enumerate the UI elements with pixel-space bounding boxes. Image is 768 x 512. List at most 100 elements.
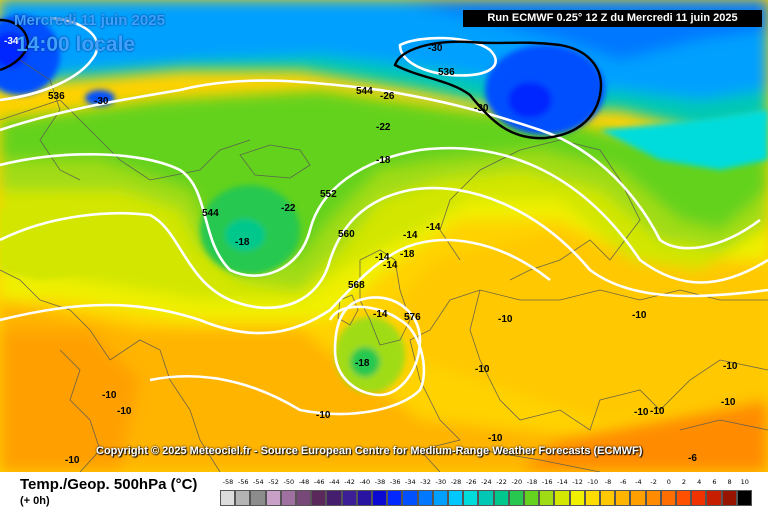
highlighted-contours: [0, 18, 603, 140]
temperature-label: -30: [428, 43, 443, 54]
legend-tick-label: -24: [481, 478, 492, 486]
geopotential-label: 536: [438, 67, 455, 78]
legend-tick-label: -54: [253, 478, 264, 486]
legend-swatch: [311, 490, 327, 506]
temperature-label: -18: [400, 249, 415, 260]
legend-tick-label: 10: [740, 478, 749, 486]
legend-swatch: [478, 490, 494, 506]
geopotential-label: 552: [320, 189, 337, 200]
legend-swatch: [387, 490, 403, 506]
legend-swatch: [280, 490, 296, 506]
model-run-banner: Run ECMWF 0.25° 12 Z du Mercredi 11 juin…: [463, 10, 762, 27]
legend-swatch: [341, 490, 357, 506]
legend-swatch: [691, 490, 707, 506]
legend-tick-label: -34: [405, 478, 416, 486]
temperature-label: -30: [94, 96, 109, 107]
temperature-label: -10: [488, 433, 503, 444]
forecast-date: Mercredi 11 juin 2025: [14, 12, 165, 29]
legend-tick-label: -36: [389, 478, 401, 486]
legend-tick-label: -4: [635, 478, 642, 486]
legend-swatch: [372, 490, 388, 506]
legend-swatch: [235, 490, 251, 506]
legend-tick-label: 6: [712, 478, 717, 486]
geopotential-label: 536: [48, 91, 65, 102]
temperature-label: -18: [355, 358, 370, 369]
legend-swatch: [493, 490, 509, 506]
legend-swatch: [600, 490, 616, 506]
legend-swatch: [508, 490, 524, 506]
temperature-label: -10: [634, 407, 649, 418]
legend-tick-label: -2: [650, 478, 657, 486]
coastlines: [0, 59, 768, 472]
legend-swatch: [569, 490, 585, 506]
legend-tick-label: 4: [697, 478, 702, 486]
temperature-label: -18: [235, 237, 250, 248]
legend-tick-label: -6: [619, 478, 627, 486]
legend-tick-label: 8: [727, 478, 732, 486]
legend-swatch: [630, 490, 646, 506]
legend-tick-label: -8: [604, 478, 612, 486]
legend-tick-label: -52: [268, 478, 279, 486]
temperature-label: -18: [376, 155, 391, 166]
temperature-label: -14: [403, 230, 418, 241]
temperature-label: -14: [383, 260, 398, 271]
legend-tick-label: -38: [374, 478, 386, 486]
temperature-label: -14: [373, 309, 388, 320]
geopotential-label: 568: [348, 280, 365, 291]
geopotential-label: 544: [202, 208, 219, 219]
legend-tick-label: -58: [222, 478, 234, 486]
legend-tick-label: -46: [313, 478, 325, 486]
temperature-label: -10: [65, 455, 80, 466]
forecast-time: 14:00 locale: [16, 33, 136, 56]
parameter-title: Temp./Geop. 500hPa (°C): [20, 476, 198, 493]
temperature-label: -14: [426, 222, 441, 233]
legend-swatch: [706, 490, 722, 506]
geopotential-label: 544: [356, 86, 373, 97]
legend-tick-label: 0: [666, 478, 671, 486]
legend-tick-label: -30: [435, 478, 447, 486]
legend-tick-label: -28: [450, 478, 462, 486]
legend-tick-label: -44: [329, 478, 340, 486]
temperature-label: -10: [650, 406, 665, 417]
legend-swatch: [645, 490, 661, 506]
legend-swatch: [432, 490, 448, 506]
legend-tick-label: -10: [587, 478, 599, 486]
legend-swatch: [448, 490, 464, 506]
legend-tick-label: -22: [496, 478, 507, 486]
temperature-label: -26: [380, 91, 395, 102]
legend-tick-label: -26: [465, 478, 477, 486]
legend-swatch: [524, 490, 540, 506]
temperature-label: -30: [474, 103, 489, 114]
legend-swatch: [539, 490, 555, 506]
geopotential-label: 560: [338, 229, 355, 240]
legend-tick-label: -20: [511, 478, 523, 486]
temperature-label: -10: [723, 361, 738, 372]
legend-tick-label: -32: [420, 478, 431, 486]
temperature-label: -34: [4, 36, 19, 47]
temperature-label: -14: [375, 252, 390, 263]
legend-swatch: [402, 490, 418, 506]
temperature-label: -10: [721, 397, 736, 408]
legend-swatch: [265, 490, 281, 506]
legend-swatch: [615, 490, 631, 506]
legend-swatch: [554, 490, 570, 506]
legend-swatch: [220, 490, 236, 506]
legend-swatch: [736, 490, 752, 506]
map-labels: 536 536 544 544 552 560 568 576 -34 -30 …: [4, 36, 738, 466]
temperature-label: -10: [117, 406, 132, 417]
geopotential-contours: [0, 16, 768, 416]
geopotential-label: 576: [404, 312, 421, 323]
legend-swatch: [417, 490, 433, 506]
forecast-step: (+ 0h): [20, 495, 50, 507]
legend-tick-label: -40: [359, 478, 371, 486]
temperature-label: -22: [376, 122, 391, 133]
temperature-label: -10: [475, 364, 490, 375]
temperature-label: -10: [498, 314, 513, 325]
temperature-geopotential-map: 536 536 544 544 552 560 568 576 -34 -30 …: [0, 0, 768, 472]
legend-swatch: [356, 490, 372, 506]
legend-swatch: [296, 490, 312, 506]
legend-swatch: [660, 490, 676, 506]
legend-swatch: [326, 490, 342, 506]
temperature-label: -10: [632, 310, 647, 321]
